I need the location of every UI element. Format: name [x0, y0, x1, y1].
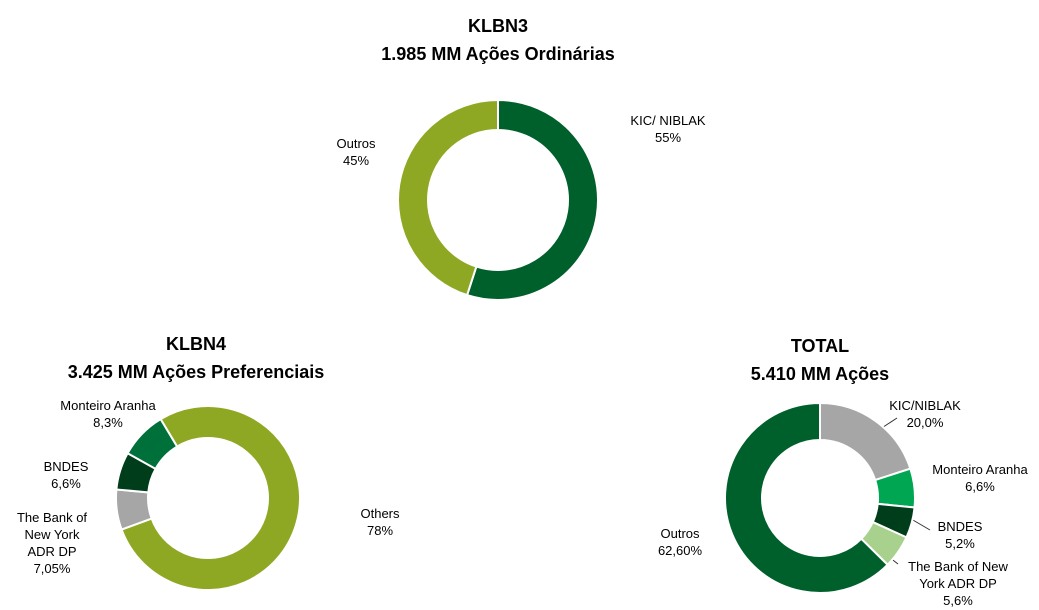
slice-name: BNDES: [43, 459, 89, 474]
chart-subtitle: 3.425 MM Ações Preferenciais: [67, 362, 325, 382]
slice-value: 5,2%: [945, 536, 975, 551]
slice-name: The Bank of New York ADR DP: [16, 510, 88, 559]
slice-label: BNDES 6,6%: [26, 458, 106, 492]
slice-label: Others 78%: [330, 505, 430, 539]
donut-slice: [724, 401, 890, 594]
slice-label: Monteiro Aranha 6,6%: [920, 461, 1039, 495]
chart-subtitle: 5.410 MM Ações: [750, 364, 890, 384]
slice-value: 20,0%: [906, 415, 944, 430]
slice-value: 45%: [342, 153, 370, 168]
slice-label: The Bank of New York ADR DP 5,6%: [906, 558, 1010, 609]
slice-label: Outros 62,60%: [640, 525, 720, 559]
donut-slice: [397, 98, 499, 297]
chart-title-block: TOTAL 5.410 MM Ações: [620, 332, 1020, 388]
slice-name: Others: [360, 506, 400, 521]
slice-name: Outros: [660, 526, 700, 541]
slice-label: Monteiro Aranha 8,3%: [43, 397, 173, 431]
slice-name: Outros: [336, 136, 376, 151]
chart-title: TOTAL: [790, 336, 850, 356]
slice-label: BNDES 5,2%: [920, 518, 1000, 552]
slice-label: Outros 45%: [306, 135, 406, 169]
slice-name: The Bank of New York ADR DP: [908, 559, 1008, 591]
chart-subtitle: 1.985 MM Ações Ordinárias: [381, 44, 615, 64]
slice-name: KIC/NIBLAK: [889, 398, 961, 413]
slice-value: 62,60%: [657, 543, 703, 558]
slice-value: 8,3%: [93, 415, 123, 430]
chart-title: KLBN4: [165, 334, 226, 354]
donut-slice: [120, 405, 301, 591]
slice-label: KIC/NIBLAK 20,0%: [865, 397, 985, 431]
slice-value: 55%: [654, 130, 682, 145]
slice-name: Monteiro Aranha: [60, 398, 156, 413]
donut-slice: [465, 98, 599, 301]
slice-label: KIC/ NIBLAK 55%: [608, 112, 728, 146]
slice-label: The Bank of New York ADR DP 7,05%: [12, 509, 92, 577]
chart-title-block: KLBN4 3.425 MM Ações Preferenciais: [0, 330, 396, 386]
slice-name: KIC/ NIBLAK: [630, 113, 706, 128]
slice-name: BNDES: [937, 519, 983, 534]
slice-value: 78%: [366, 523, 394, 538]
slice-value: 6,6%: [965, 479, 995, 494]
slice-value: 5,6%: [943, 593, 973, 608]
slice-name: Monteiro Aranha: [932, 462, 1028, 477]
slice-value: 6,6%: [51, 476, 81, 491]
slice-value: 7,05%: [33, 561, 71, 576]
chart-title: KLBN3: [467, 16, 528, 36]
donut-slice: [126, 417, 179, 471]
chart-title-block: KLBN3 1.985 MM Ações Ordinárias: [298, 12, 698, 68]
